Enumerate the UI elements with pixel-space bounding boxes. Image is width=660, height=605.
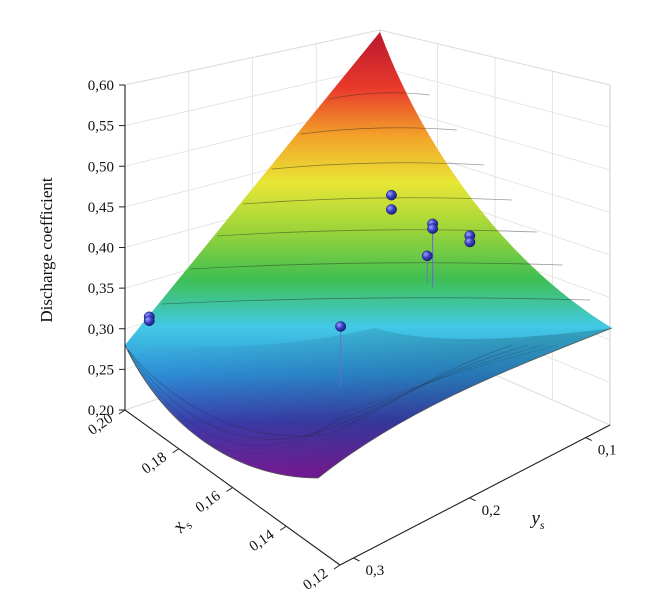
y-axis-title: ys <box>529 508 544 532</box>
y-tick-label: 0,3 <box>366 563 385 579</box>
z-tick-label: 0,40 <box>88 241 114 257</box>
z-tick-label: 0,60 <box>88 78 114 94</box>
y-axis-title-main: y <box>529 508 540 529</box>
experimental-points <box>143 189 476 389</box>
x-tick-label: 0,16 <box>193 488 224 516</box>
z-tick-label: 0,35 <box>88 281 114 297</box>
y-axis-title-sub: s <box>540 518 545 532</box>
experimental-point <box>427 223 439 234</box>
x-tick-label: 0,14 <box>247 527 278 555</box>
contour-line <box>217 229 537 237</box>
x-tick-mark <box>333 564 341 570</box>
y-tick-label: 0,1 <box>598 443 617 459</box>
experimental-point <box>143 315 155 327</box>
contour-line <box>127 344 558 454</box>
experimental-point <box>385 204 397 215</box>
x-tick-mark <box>118 409 126 415</box>
z-tick-label: 0,25 <box>88 362 114 378</box>
x-tick-mark <box>226 487 233 492</box>
experimental-point <box>464 236 476 248</box>
y-tick-mark <box>469 497 476 502</box>
contour-line <box>300 127 457 135</box>
contour-line <box>127 344 528 440</box>
z-tick-label: 0,55 <box>88 119 114 135</box>
contour-line <box>127 344 513 437</box>
experimental-point <box>421 250 433 262</box>
x-tick-mark <box>279 525 287 531</box>
z-tick-label: 0,30 <box>88 322 114 338</box>
y-tick-label: 0,2 <box>482 503 501 519</box>
y-tick-mark <box>585 437 592 442</box>
z-axis-title: Discharge coefficient <box>37 177 56 322</box>
x-tick-label: 0,12 <box>300 566 331 594</box>
x-tick-mark <box>172 448 180 454</box>
surface-front-edge <box>124 327 613 479</box>
y-tick-mark <box>353 557 360 562</box>
contour-line <box>271 162 485 170</box>
experimental-point <box>385 189 397 201</box>
contour-line <box>127 344 543 447</box>
z-tick-label: 0,20 <box>88 403 114 419</box>
z-tick-label: 0,50 <box>88 159 114 175</box>
x-tick-label: 0,18 <box>139 449 170 477</box>
z-tick-label: 0,45 <box>88 200 114 216</box>
contour-line <box>243 197 512 205</box>
svg-text:xs: xs <box>168 513 196 539</box>
contour-line <box>190 262 563 270</box>
surface-shade <box>125 328 612 478</box>
x-axis-title: xs <box>168 513 196 539</box>
y-axis-line <box>339 424 611 566</box>
z-ticks: 0,20 0,25 0,30 0,35 0,40 0,45 0,50 0,55 0,60 <box>88 78 125 419</box>
contour-line <box>328 92 430 100</box>
y-ticks: 0,1 0,2 0,3 <box>353 437 617 579</box>
contour-lines <box>127 92 591 454</box>
svg-text:ys: ys <box>529 508 544 532</box>
response-surface <box>124 32 613 479</box>
contour-line <box>161 297 591 305</box>
experimental-point <box>335 321 347 332</box>
